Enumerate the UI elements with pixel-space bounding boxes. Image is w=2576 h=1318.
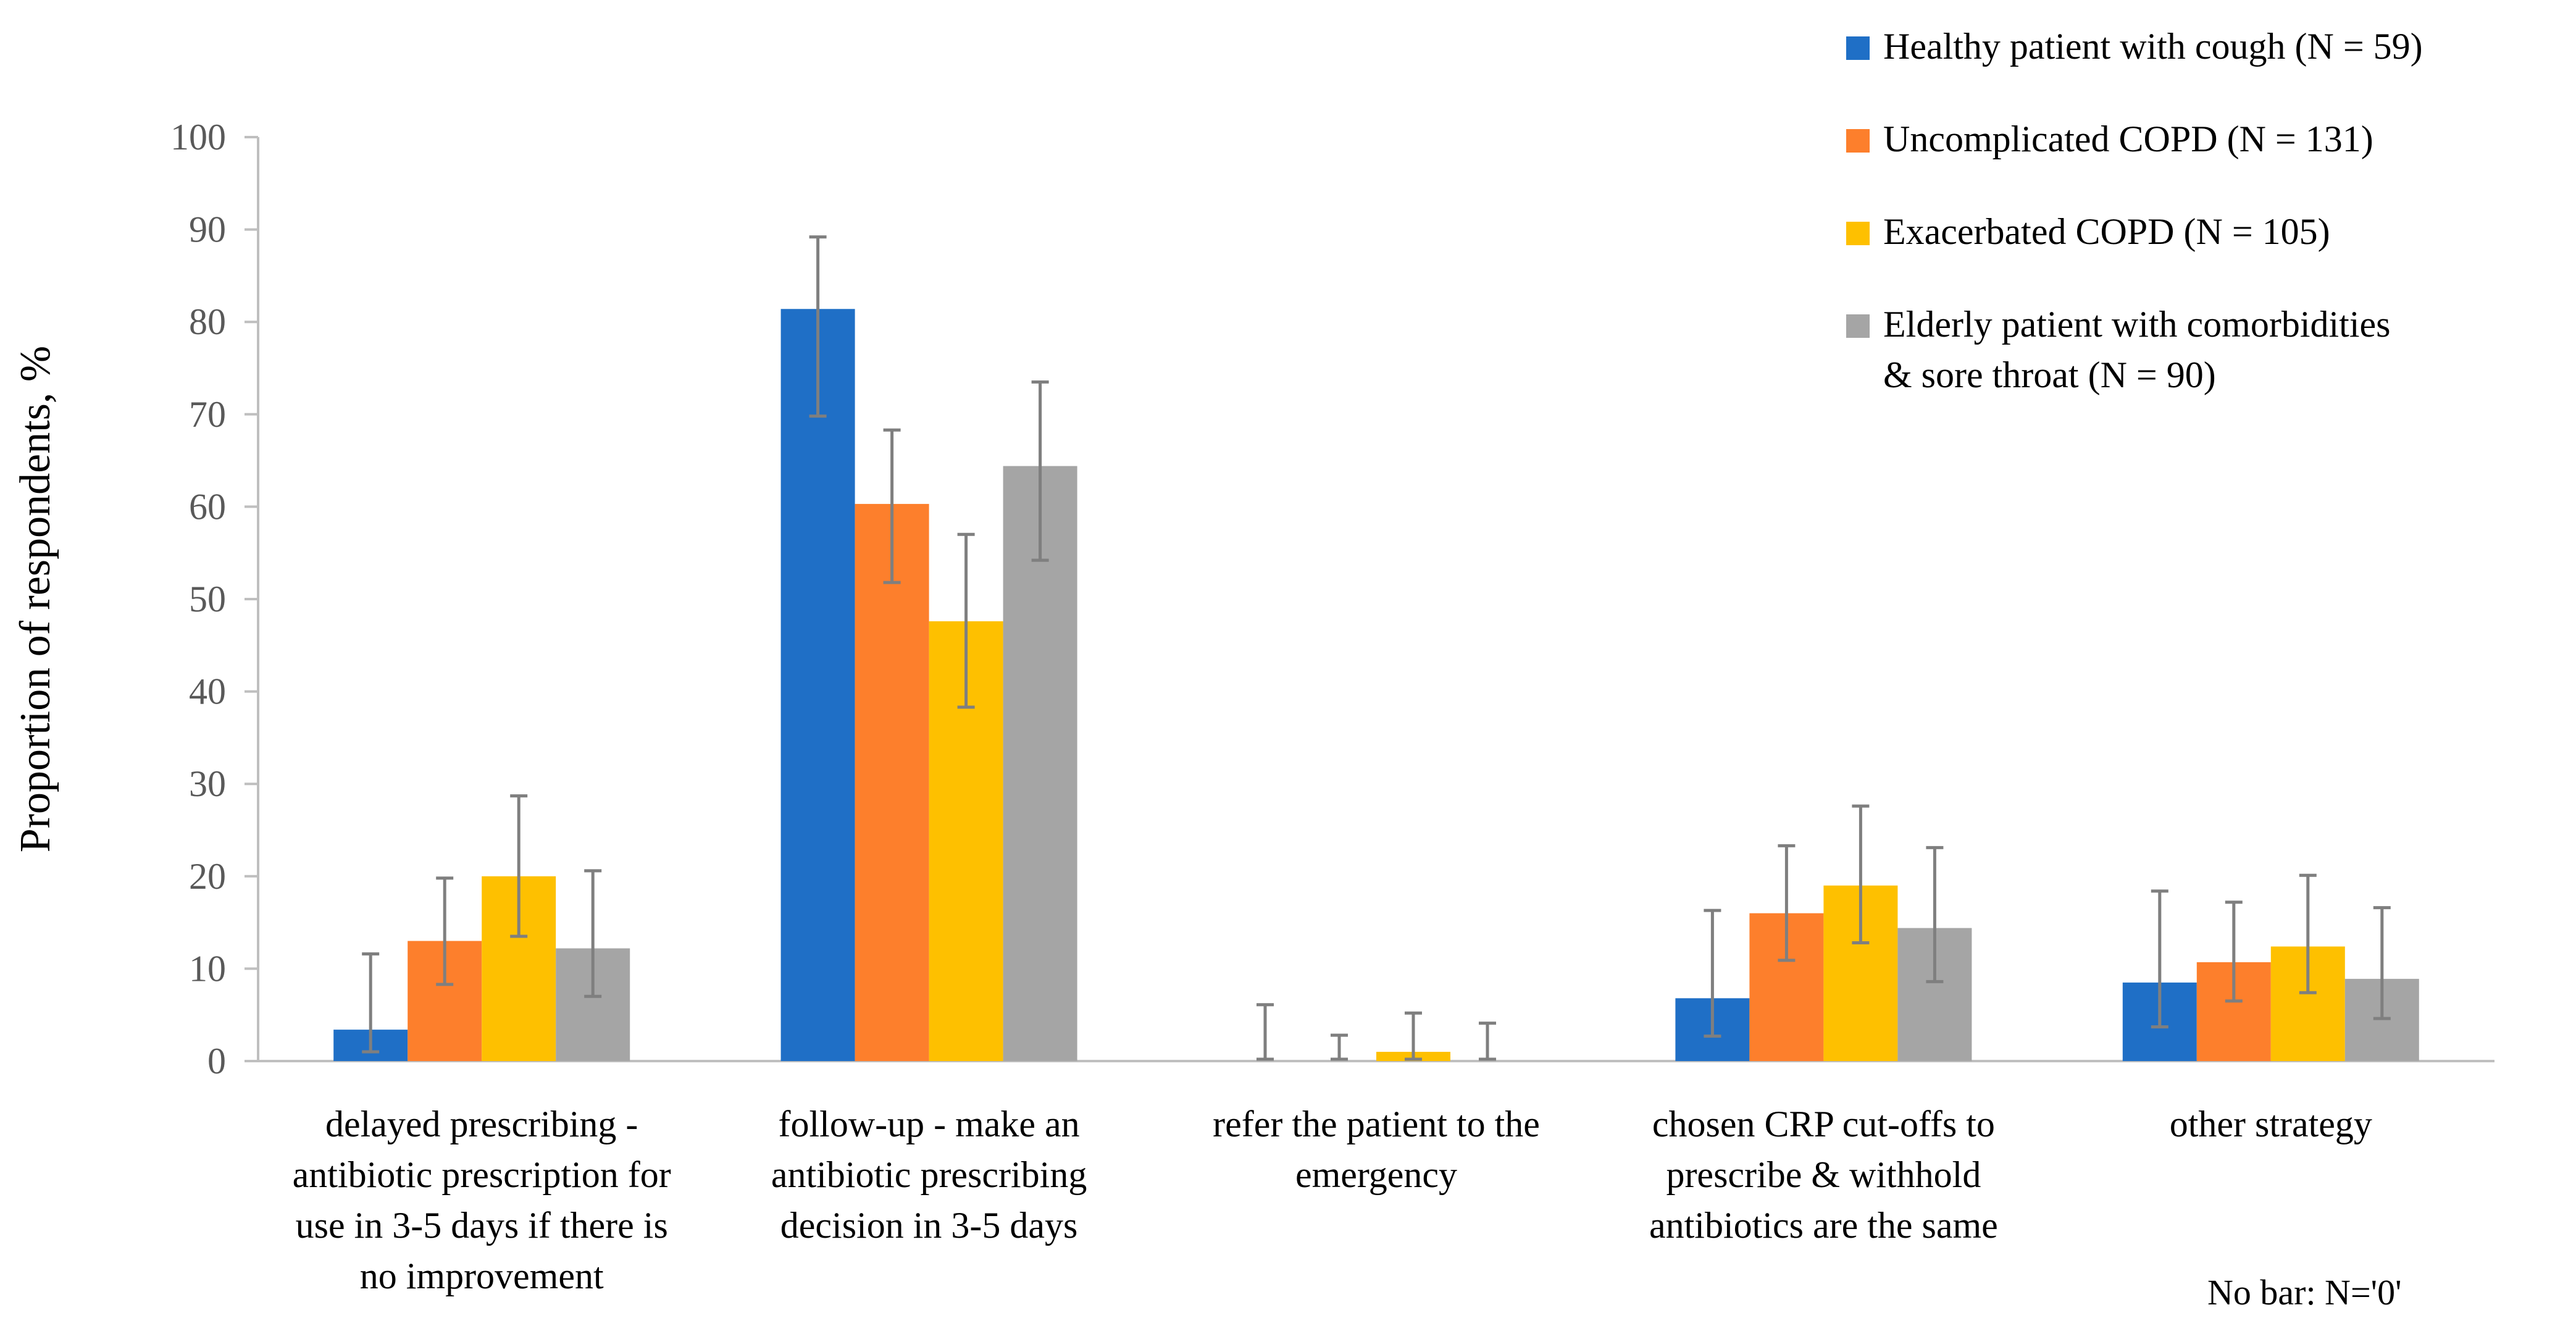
y-tick-label: 40 (189, 671, 226, 712)
y-tick-label: 50 (189, 579, 226, 619)
legend: Healthy patient with cough (N = 59) Uncom… (1846, 26, 2423, 395)
error-bars-group (362, 235, 2391, 1061)
y-tick-label: 10 (189, 948, 226, 989)
bar (855, 503, 929, 1061)
y-tick-label: 60 (189, 486, 226, 527)
legend-label: Exacerbated COPD (N = 105) (1883, 211, 2330, 252)
y-tick-label: 70 (189, 394, 226, 435)
x-category-label: delayed prescribing -antibiotic prescrip… (293, 1104, 671, 1296)
legend-label: Healthy patient with cough (N = 59) (1883, 26, 2423, 67)
bar (780, 309, 855, 1062)
axes-group: 0 10 20 30 40 50 60 70 80 90 100 (170, 117, 2494, 1081)
x-category-label: follow-up - make an antibiotic prescribin… (771, 1104, 1087, 1246)
y-tick-label: 0 (207, 1041, 226, 1081)
legend-swatch (1846, 222, 1870, 245)
legend-swatch (1846, 36, 1870, 60)
legend-swatch (1846, 129, 1870, 153)
y-tick-label: 80 (189, 301, 226, 342)
y-tick-label: 90 (189, 209, 226, 250)
legend-label: Elderly patient with comorbidities & sore… (1883, 304, 2390, 395)
bar (1003, 466, 1077, 1061)
x-category-label: refer the patient to the emergency (1213, 1104, 1540, 1195)
y-axis-title: Proportion of respondents, % (12, 346, 59, 852)
y-tick-label: 30 (189, 763, 226, 804)
x-category-label: chosen CRP cut-offs to prescribe & withho… (1649, 1104, 1998, 1246)
category-labels-group: delayed prescribing -antibiotic prescrip… (293, 1104, 2372, 1296)
y-tick-label: 100 (170, 117, 226, 157)
y-tick-label: 20 (189, 856, 226, 897)
legend-label: Uncomplicated COPD (N = 131) (1883, 119, 2373, 159)
legend-swatch (1846, 314, 1870, 338)
x-category-label: other strategy (2170, 1104, 2372, 1144)
bars-group (333, 309, 2419, 1062)
no-bar-note: No bar: N='0' (2207, 1272, 2402, 1312)
